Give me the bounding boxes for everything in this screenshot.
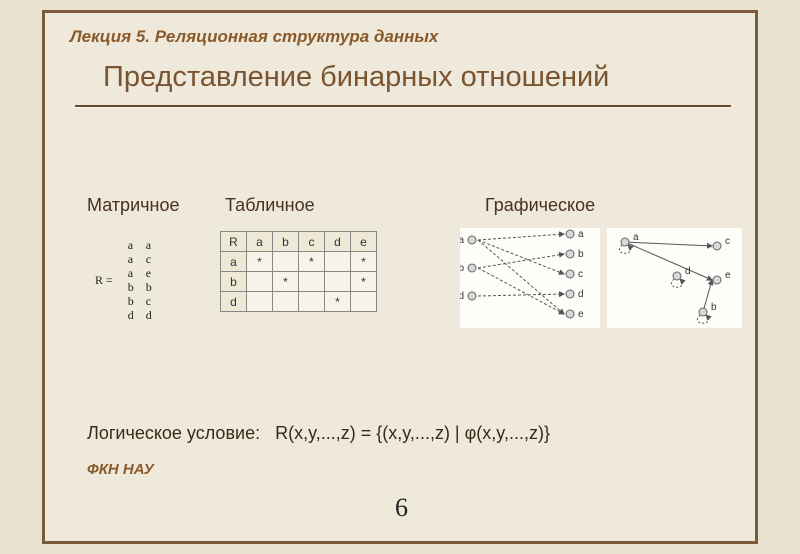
slide-frame: Лекция 5. Реляционная структура данных П… bbox=[42, 10, 758, 544]
relation-table: Rabcdea***b**d* bbox=[220, 231, 377, 312]
matrix-pairs: aaacaebbbcdd bbox=[122, 238, 158, 322]
svg-text:a: a bbox=[578, 229, 584, 240]
section-table: Табличное bbox=[225, 195, 315, 216]
svg-text:e: e bbox=[725, 270, 731, 281]
page-number: 6 bbox=[395, 493, 408, 523]
svg-text:b: b bbox=[578, 249, 584, 260]
svg-text:b: b bbox=[460, 263, 464, 274]
lecture-label: Лекция 5. Реляционная структура данных bbox=[70, 27, 438, 47]
svg-text:d: d bbox=[460, 291, 464, 302]
logic-condition: Логическое условие: R(x,y,...,z) = {(x,y… bbox=[87, 423, 550, 444]
matrix-representation: R = aaacaebbbcdd bbox=[95, 238, 158, 322]
svg-text:b: b bbox=[711, 302, 717, 313]
svg-text:a: a bbox=[633, 232, 639, 243]
section-graph: Графическое bbox=[485, 195, 595, 216]
svg-text:c: c bbox=[725, 236, 730, 247]
svg-text:a: a bbox=[460, 235, 464, 246]
logic-label: Логическое условие: bbox=[87, 423, 260, 443]
footer-label: ФКН НАУ bbox=[87, 461, 154, 478]
svg-text:e: e bbox=[578, 309, 584, 320]
svg-text:c: c bbox=[578, 269, 583, 280]
svg-text:d: d bbox=[685, 266, 691, 277]
title-divider bbox=[75, 105, 731, 107]
svg-text:d: d bbox=[578, 289, 584, 300]
matrix-prefix: R = bbox=[95, 273, 113, 288]
section-matrix: Матричное bbox=[87, 195, 179, 216]
bipartite-graph: abdabcde bbox=[460, 228, 600, 328]
loop-graph: a c d e b bbox=[607, 228, 742, 328]
slide-title: Представление бинарных отношений bbox=[103, 61, 609, 94]
logic-formula: R(x,y,...,z) = {(x,y,...,z) | φ(x,y,...,… bbox=[275, 423, 550, 443]
